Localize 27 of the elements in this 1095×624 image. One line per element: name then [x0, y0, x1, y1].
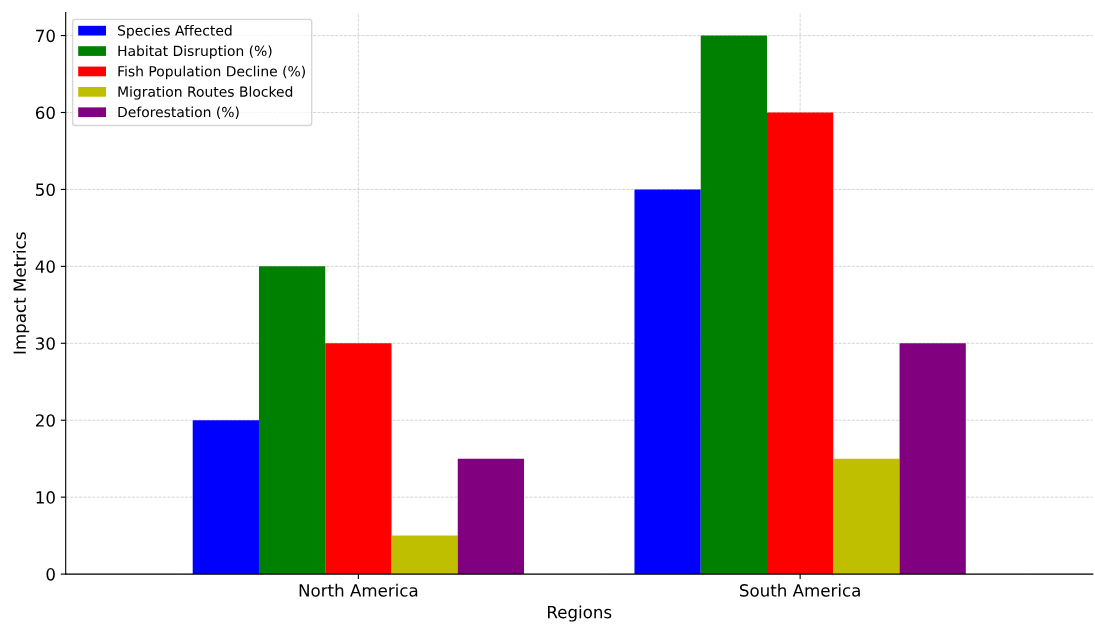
bar	[833, 458, 900, 575]
x-axis-title: Regions	[548, 605, 612, 622]
legend-label: Fish Population Decline (%)	[118, 65, 305, 80]
y-tick-label: 70	[36, 29, 55, 43]
legend-label: Habitat Disruption (%)	[118, 45, 272, 59]
bar	[634, 189, 701, 575]
y-tick-label: 60	[35, 106, 55, 120]
x-tick-label: South America	[740, 583, 860, 597]
bar	[457, 458, 525, 575]
legend-label: Migration Routes Blocked	[118, 86, 293, 100]
legend-label: Deforestation (%)	[118, 106, 239, 119]
y-tick-label: 10	[36, 491, 55, 504]
y-tick-label: 40	[35, 260, 55, 273]
y-tick-label: 50	[36, 183, 55, 196]
y-tick-label: 0	[46, 568, 55, 581]
y-axis-title: Impact Metrics	[13, 232, 30, 354]
bar	[391, 535, 458, 575]
y-tick-label: 30	[36, 337, 55, 350]
legend-label: Species Affected	[118, 24, 232, 39]
bar	[325, 343, 392, 575]
x-tick-label: North America	[299, 583, 418, 597]
bar	[258, 266, 326, 575]
bar	[767, 112, 834, 575]
y-tick-label: 20	[35, 414, 55, 427]
bar	[700, 35, 768, 575]
bar	[192, 420, 259, 575]
bar	[899, 343, 966, 575]
